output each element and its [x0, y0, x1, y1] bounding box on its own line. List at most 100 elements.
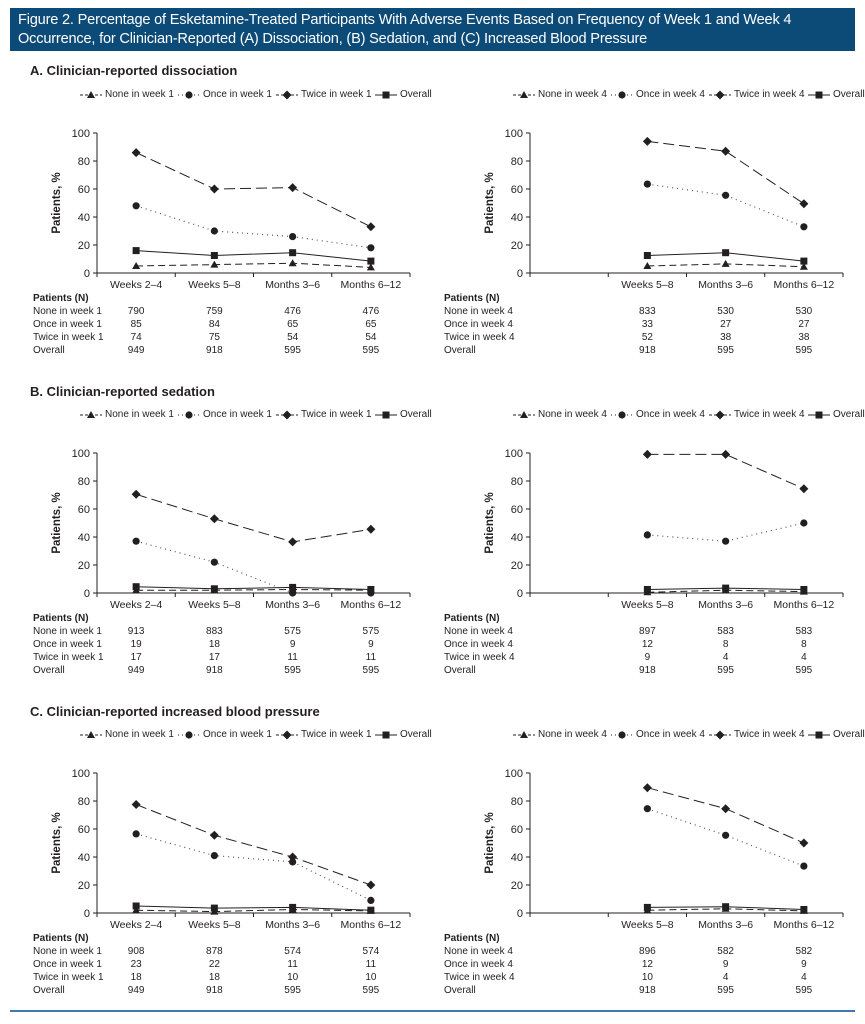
y-tick-label: 40: [78, 852, 90, 864]
y-tick-label: 80: [78, 156, 90, 168]
data-point-circle: [132, 830, 140, 838]
y-tick-label: 20: [78, 560, 90, 572]
table-cell: 18: [208, 972, 220, 983]
legend-label: Overall: [833, 409, 865, 420]
data-point-diamond: [721, 804, 731, 814]
legend-label: Twice in week 4: [734, 89, 805, 100]
table-row-label: None in week 4: [444, 306, 513, 317]
table-row-label: Overall: [33, 985, 65, 996]
x-tick-label: Weeks 2–4: [110, 919, 162, 931]
legend-label: Overall: [400, 729, 432, 740]
data-point-triangle: [132, 906, 141, 914]
legend-marker-diamond: [282, 410, 292, 419]
table-cell: 918: [639, 345, 656, 356]
series-line: [136, 250, 371, 262]
y-tick-label: 100: [505, 448, 523, 460]
table-cell: 22: [208, 959, 220, 970]
table-row-label: Overall: [444, 345, 476, 356]
x-tick-label: Weeks 5–8: [188, 599, 240, 611]
legend-label: None in week 1: [105, 409, 174, 420]
series-twice-in-week-1: [131, 489, 376, 547]
chart-panel-c-week1: None in week 1 Once in week 1 Twice in wee…: [0, 725, 432, 1015]
series-twice-in-week-1: [131, 148, 376, 232]
legend-label: Twice in week 1: [301, 409, 372, 420]
table-row-label: None in week 1: [33, 946, 102, 957]
table-row-label: None in week 1: [33, 626, 102, 637]
table-cell: 595: [795, 665, 813, 676]
legend-swatch-diamond-icon: [709, 90, 731, 99]
y-tick-label: 0: [84, 588, 90, 600]
table-cell: 11: [365, 652, 377, 663]
series-line: [136, 905, 371, 911]
table-cell: 575: [362, 626, 380, 637]
data-point-circle: [722, 537, 730, 545]
data-point-circle: [367, 896, 375, 904]
y-tick-label: 0: [517, 908, 523, 920]
table-cell: 476: [284, 306, 301, 317]
data-point-diamond: [799, 199, 809, 209]
table-cell: 65: [287, 319, 299, 330]
x-tick-label: Weeks 5–8: [621, 919, 673, 931]
chart-panel-b-week1: None in week 1 Once in week 1 Twice in wee…: [0, 405, 432, 695]
table-cell: 52: [641, 332, 653, 343]
y-tick-label: 100: [505, 768, 523, 780]
legend-swatch-square-icon: [375, 91, 397, 98]
y-tick-label: 100: [72, 128, 90, 140]
y-tick-label: 0: [84, 268, 90, 280]
data-point-circle: [800, 223, 808, 231]
table-cell: 33: [641, 319, 653, 330]
data-point-diamond: [721, 146, 731, 156]
data-point-circle: [210, 227, 218, 235]
table-cell: 4: [801, 972, 807, 983]
table-cell: 913: [127, 626, 145, 637]
data-point-square: [643, 903, 651, 911]
legend-item-overall: Overall: [375, 409, 432, 420]
table-cell: 918: [639, 985, 656, 996]
table-cell: 595: [362, 345, 380, 356]
table-cell: 949: [127, 665, 145, 676]
legend-label: None in week 4: [538, 409, 607, 420]
x-tick-label: Months 3–6: [698, 919, 753, 931]
legend-swatch-triangle-icon: [513, 90, 535, 98]
legend-swatch-triangle-icon: [80, 410, 102, 418]
y-axis-label: Patients, %: [51, 812, 63, 873]
table-cell: 790: [127, 306, 145, 317]
legend-marker-square: [382, 731, 390, 738]
legend-marker-diamond: [715, 410, 725, 419]
data-point-diamond: [642, 449, 652, 459]
data-point-diamond: [721, 449, 731, 459]
table-row-label: Once in week 1: [33, 319, 102, 330]
legend-item-once-in-week-4: Once in week 4: [611, 409, 705, 420]
x-tick-label: Months 6–12: [774, 279, 835, 291]
legend-item-once-in-week-4: Once in week 4: [611, 729, 705, 740]
table-cell: 908: [127, 946, 145, 957]
table-cell: 595: [717, 665, 734, 676]
legend-label: Overall: [833, 89, 865, 100]
table-cell: 595: [284, 345, 301, 356]
x-tick-label: Months 6–12: [774, 919, 835, 931]
legend-item-once-in-week-1: Once in week 1: [178, 409, 272, 420]
legend-label: None in week 4: [538, 89, 607, 100]
series-overall: [132, 902, 375, 914]
series-once-in-week-4: [643, 180, 808, 231]
table-header: Patients (N): [444, 293, 500, 304]
table-cell: 949: [127, 345, 145, 356]
y-tick-label: 60: [78, 184, 90, 196]
data-point-diamond: [366, 880, 376, 890]
data-point-triangle: [132, 262, 141, 269]
data-point-circle: [210, 558, 218, 566]
chart-panel-a-week4: None in week 4 Once in week 4 Twice in wee…: [433, 85, 865, 375]
data-point-square: [289, 583, 297, 591]
y-tick-label: 80: [78, 476, 90, 488]
figure-title: Figure 2. Percentage of Esketamine-Treat…: [10, 8, 855, 51]
table-cell: 896: [639, 946, 656, 957]
y-tick-label: 20: [78, 240, 90, 252]
legend-label: Once in week 4: [636, 89, 705, 100]
table-cell: 8: [801, 639, 807, 650]
legend-marker-triangle: [87, 410, 95, 418]
table-cell: 23: [130, 959, 142, 970]
chart-panel-a-week1: None in week 1 Once in week 1 Twice in wee…: [0, 85, 432, 375]
y-tick-label: 80: [78, 796, 90, 808]
table-cell: 27: [720, 319, 732, 330]
legend-swatch-circle-icon: [611, 410, 633, 419]
